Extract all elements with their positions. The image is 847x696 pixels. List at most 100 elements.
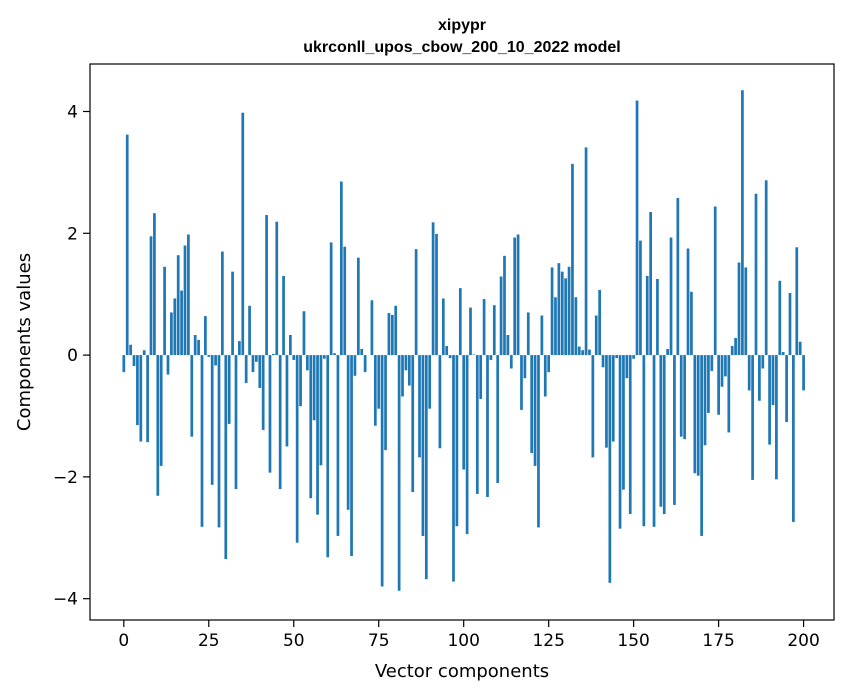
- bar-13: [166, 355, 170, 375]
- bar-64: [339, 181, 343, 356]
- bar-91: [431, 222, 435, 356]
- bar-51: [295, 355, 299, 543]
- y-axis-label: Components values: [14, 253, 35, 431]
- bar-113: [506, 335, 510, 356]
- bar-61: [329, 242, 333, 356]
- bar-12: [163, 266, 166, 356]
- bar-102: [469, 307, 472, 356]
- bar-3: [132, 355, 136, 367]
- bar-124: [543, 355, 547, 397]
- bar-20: [190, 355, 194, 437]
- bar-191: [771, 355, 775, 406]
- bar-63: [336, 355, 340, 536]
- x-tick-label: 200: [787, 631, 819, 651]
- bar-175: [717, 355, 720, 415]
- bars-group: [122, 90, 805, 591]
- bar-132: [571, 163, 574, 356]
- bar-11: [159, 355, 163, 466]
- x-tick-label: 0: [118, 631, 129, 651]
- x-tick-label: 175: [702, 631, 734, 651]
- bar-5: [139, 355, 143, 442]
- bar-111: [499, 276, 503, 356]
- bar-189: [764, 180, 768, 356]
- bar-144: [611, 355, 615, 442]
- bar-198: [795, 247, 799, 356]
- bar-86: [414, 249, 418, 356]
- bar-120: [530, 355, 534, 454]
- bar-122: [537, 355, 540, 528]
- y-tick-label: −4: [53, 590, 78, 610]
- bar-18: [183, 245, 187, 356]
- bar-165: [683, 355, 686, 440]
- bar-192: [775, 355, 778, 480]
- x-axis-label: Vector components: [375, 661, 549, 682]
- bar-53: [302, 311, 306, 356]
- bar-21: [193, 335, 197, 356]
- bar-94: [441, 298, 445, 356]
- x-tick-label: 75: [368, 631, 390, 651]
- x-tick-label: 100: [447, 631, 479, 651]
- bar-92: [435, 233, 438, 356]
- bar-84: [407, 355, 411, 386]
- bar-136: [584, 147, 588, 356]
- bar-128: [557, 263, 561, 356]
- bar-95: [445, 345, 449, 356]
- bar-88: [421, 355, 425, 536]
- bar-27: [214, 355, 217, 366]
- bar-98: [455, 355, 459, 527]
- bar-197: [792, 355, 795, 522]
- bar-166: [686, 248, 690, 356]
- bar-68: [353, 355, 357, 376]
- bar-140: [598, 289, 602, 356]
- bar-69: [356, 257, 360, 356]
- bar-116: [516, 234, 520, 356]
- bar-60: [326, 355, 330, 558]
- y-tick-label: −2: [53, 468, 78, 488]
- bar-38: [251, 355, 255, 373]
- x-axis-ticks: 0 25 50 75 100 125 150 175 200: [118, 620, 820, 651]
- bar-77: [384, 355, 387, 451]
- bar-47: [282, 275, 285, 356]
- bar-23: [200, 355, 204, 527]
- bar-154: [645, 275, 649, 356]
- bar-31: [227, 355, 231, 424]
- bar-134: [577, 346, 581, 356]
- bar-16: [176, 255, 180, 356]
- bar-8: [149, 236, 153, 356]
- bar-168: [693, 355, 697, 474]
- bar-14: [170, 312, 173, 356]
- bar-153: [642, 355, 646, 527]
- bar-80: [394, 305, 398, 356]
- bar-93: [438, 355, 442, 449]
- bar-147: [622, 355, 625, 490]
- bar-96: [448, 355, 452, 359]
- bar-169: [696, 355, 700, 476]
- bar-50: [292, 355, 296, 360]
- bar-66: [346, 355, 350, 510]
- bar-133: [574, 297, 578, 356]
- bar-35: [241, 112, 245, 356]
- bar-148: [625, 355, 629, 379]
- bar-104: [475, 355, 479, 494]
- bar-41: [261, 355, 265, 430]
- bar-117: [520, 355, 523, 410]
- bar-173: [710, 355, 714, 371]
- bar-10: [156, 355, 160, 496]
- bar-90: [428, 355, 432, 409]
- bar-190: [768, 355, 771, 445]
- bar-179: [730, 345, 734, 356]
- bar-159: [662, 355, 666, 515]
- bar-15: [173, 298, 177, 356]
- bar-105: [479, 355, 483, 399]
- bar-74: [373, 355, 377, 426]
- bar-100: [462, 355, 466, 470]
- bar-54: [305, 355, 309, 371]
- bar-145: [615, 355, 619, 359]
- bar-42: [265, 215, 268, 356]
- bar-29: [221, 251, 224, 356]
- bar-56: [312, 355, 316, 421]
- bar-131: [567, 266, 571, 356]
- bar-57: [316, 355, 319, 515]
- bar-99: [458, 288, 462, 356]
